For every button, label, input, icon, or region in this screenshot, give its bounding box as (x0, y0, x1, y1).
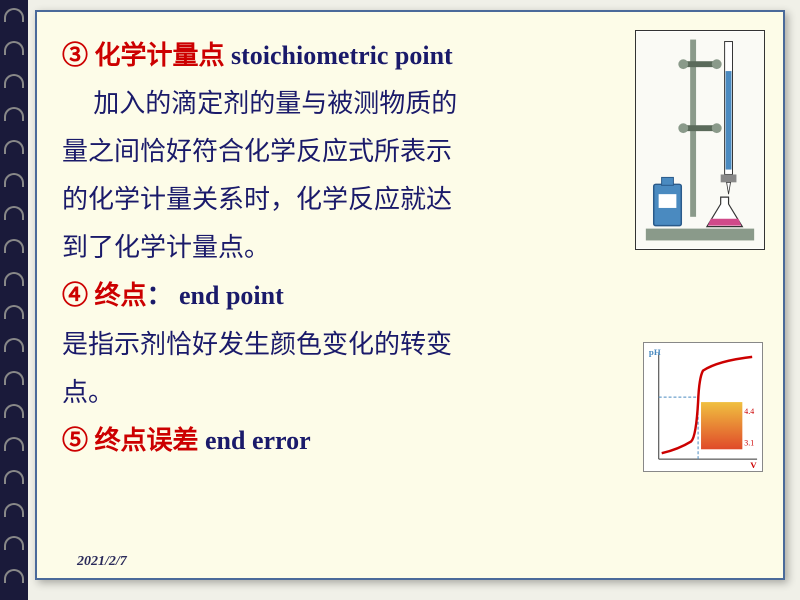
spiral-ring (4, 437, 24, 451)
spiral-ring (4, 536, 24, 550)
text-span: ⑤ 终点误差 (62, 426, 205, 455)
spiral-ring (4, 503, 24, 517)
spiral-ring (4, 41, 24, 55)
titration-curve-image: pH V 4.4 3.1 (643, 342, 763, 472)
text-span: ③ 化学计量点 (62, 41, 231, 70)
text-suffix: ： end point (147, 281, 284, 310)
spiral-ring (4, 338, 24, 352)
spiral-ring (4, 569, 24, 583)
spiral-ring (4, 173, 24, 187)
svg-text:pH: pH (649, 347, 661, 357)
stand-base (646, 229, 754, 241)
spiral-ring (4, 470, 24, 484)
content-line: 加入的滴定剂的量与被测物质的 (62, 80, 652, 128)
text-suffix: stoichiometric point (231, 41, 453, 70)
spiral-ring (4, 107, 24, 121)
spiral-binding (0, 0, 28, 600)
text-span: 加入的滴定剂的量与被测物质的 (93, 89, 457, 118)
spiral-ring (4, 272, 24, 286)
slide-container: ③ 化学计量点 stoichiometric point 加入的滴定剂的量与被测物… (35, 10, 785, 580)
spiral-ring (4, 74, 24, 88)
text-span: 的化学计量关系时，化学反应就达 (62, 185, 452, 214)
spiral-ring (4, 404, 24, 418)
text-span: 点。 (62, 378, 114, 407)
spiral-ring (4, 8, 24, 22)
slide-date: 2021/2/7 (77, 554, 127, 570)
spiral-ring (4, 371, 24, 385)
svg-text:3.1: 3.1 (744, 438, 754, 447)
content-text-area: ③ 化学计量点 stoichiometric point 加入的滴定剂的量与被测物… (62, 32, 652, 465)
svg-text:V: V (750, 460, 757, 470)
content-line: ⑤ 终点误差 end error (62, 417, 652, 465)
content-line: 点。 (62, 369, 652, 417)
spiral-ring (4, 305, 24, 319)
spiral-ring (4, 140, 24, 154)
spiral-ring (4, 239, 24, 253)
content-line: ④ 终点： end point (62, 272, 652, 320)
spiral-ring (4, 206, 24, 220)
text-suffix: end error (205, 426, 311, 455)
svg-text:4.4: 4.4 (744, 407, 754, 416)
slide-content: ③ 化学计量点 stoichiometric point 加入的滴定剂的量与被测物… (62, 32, 652, 465)
stopcock (721, 174, 737, 182)
content-line: 是指示剂恰好发生颜色变化的转变 (62, 321, 652, 369)
text-span: ④ 终点 (62, 281, 147, 310)
content-line: 的化学计量关系时，化学反应就达 (62, 176, 652, 224)
text-span: 到了化学计量点。 (62, 233, 270, 262)
indicator-gradient (701, 402, 742, 449)
content-line: 到了化学计量点。 (62, 224, 652, 272)
titration-apparatus-image (635, 30, 765, 250)
burette-liquid (726, 71, 732, 169)
reagent-bottle (654, 177, 682, 225)
text-span: 是指示剂恰好发生颜色变化的转变 (62, 330, 452, 359)
content-line: 量之间恰好符合化学反应式所表示 (62, 128, 652, 176)
text-span: 量之间恰好符合化学反应式所表示 (62, 137, 452, 166)
content-line: ③ 化学计量点 stoichiometric point (62, 32, 652, 80)
